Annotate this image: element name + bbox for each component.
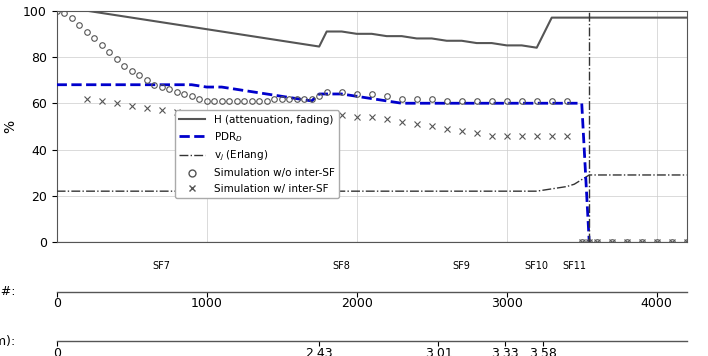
Text: SF9: SF9	[453, 261, 471, 271]
Y-axis label: %: %	[4, 120, 18, 133]
Text: SF11: SF11	[562, 261, 586, 271]
Text: Node #:: Node #:	[0, 285, 16, 298]
Text: SF10: SF10	[525, 261, 549, 271]
Text: SF7: SF7	[153, 261, 171, 271]
Legend: H (attenuation, fading), PDR$_D$, v$_j$ (Erlang), Simulation w/o inter-SF, Simul: H (attenuation, fading), PDR$_D$, v$_j$ …	[176, 110, 339, 198]
Text: l$_i$ (km):: l$_i$ (km):	[0, 334, 16, 350]
Text: SF8: SF8	[333, 261, 350, 271]
